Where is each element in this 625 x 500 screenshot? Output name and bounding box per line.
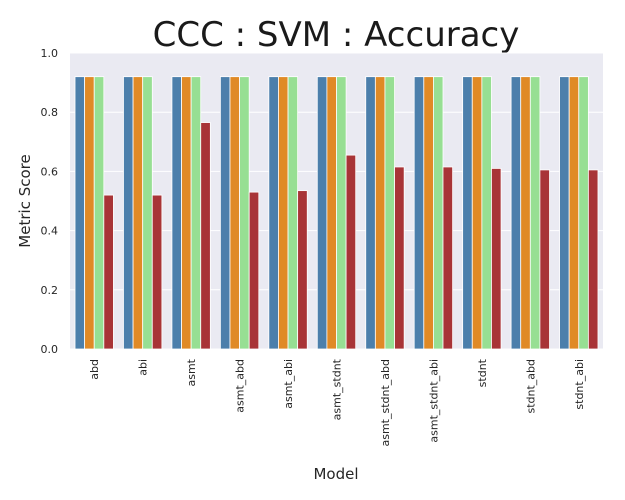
bar-stdnt-series-3	[481, 76, 492, 350]
bar-asmt_abi-series-2	[278, 76, 289, 350]
bar-asmt_stdnt_abi-series-4	[442, 166, 454, 350]
bar-stdnt_abi-series-3	[578, 76, 589, 350]
bar-asmt_stdnt_abd-series-3	[384, 76, 395, 350]
bar-asmt_stdnt_abd-series-2	[374, 76, 386, 350]
bar-asmt-series-2	[181, 76, 192, 350]
x-tick-label: asmt_abd	[234, 359, 247, 413]
bar-asmt-series-3	[190, 76, 202, 350]
bar-abi-series-1	[123, 76, 134, 350]
x-axis-ticks: abd abi asmt asmt_abd asmt_abi asmt_stdnt asmt…	[88, 358, 586, 446]
x-tick-label: asmt_stdnt	[331, 358, 344, 420]
bar-stdnt-series-1	[462, 76, 473, 350]
bar-abd-series-1	[74, 76, 86, 350]
bar-stdnt-series-4	[491, 168, 502, 350]
bar-asmt_stdnt_abi-series-2	[423, 76, 434, 350]
x-tick-label: stdnt	[476, 358, 489, 387]
y-tick-label: 1.0	[41, 47, 59, 60]
bar-asmt_abi-series-3	[287, 76, 299, 350]
bar-stdnt_abd-series-4	[539, 169, 550, 350]
x-tick-label: abi	[137, 359, 150, 376]
bar-asmt_abd-series-4	[248, 191, 260, 350]
bar-asmt_stdnt_abi-series-3	[433, 76, 444, 350]
bar-asmt_stdnt-series-4	[345, 154, 357, 350]
y-tick-label: 0.4	[41, 225, 59, 238]
bar-asmt_stdnt_abi-series-1	[413, 76, 425, 350]
x-tick-label: asmt_stdnt_abd	[379, 359, 392, 447]
x-tick-label: asmt	[185, 358, 198, 386]
chart-title: CCC : SVM : Accuracy	[153, 15, 520, 55]
bar-asmt_stdnt_abd-series-4	[394, 166, 405, 350]
bar-asmt_abi-series-4	[297, 190, 308, 350]
bar-asmt_stdnt_abd-series-1	[365, 76, 376, 350]
y-tick-label: 0.8	[41, 106, 59, 119]
x-axis-label: Model	[313, 465, 358, 483]
y-axis-label: Metric Score	[16, 154, 34, 247]
bar-abd-series-3	[93, 76, 105, 350]
y-tick-label: 0.2	[41, 284, 59, 297]
bar-asmt_abi-series-1	[268, 76, 279, 350]
x-tick-label: asmt_stdnt_abi	[427, 359, 440, 443]
bar-asmt-series-1	[171, 76, 182, 350]
bar-abi-series-3	[142, 76, 153, 350]
bar-abi-series-2	[132, 76, 144, 350]
x-tick-label: abd	[88, 359, 101, 380]
bars	[74, 76, 599, 350]
bar-stdnt-series-2	[471, 76, 483, 350]
bar-asmt_abd-series-1	[219, 76, 231, 350]
bar-stdnt_abd-series-3	[529, 76, 541, 350]
bar-asmt_abd-series-2	[229, 76, 240, 350]
y-tick-label: 0.6	[41, 165, 59, 178]
bar-stdnt_abi-series-2	[568, 76, 580, 350]
bar-stdnt_abd-series-1	[510, 76, 522, 350]
bar-asmt_stdnt-series-2	[326, 76, 337, 350]
y-tick-label: 0.0	[41, 343, 59, 356]
bar-stdnt_abi-series-4	[587, 169, 599, 350]
bar-abd-series-4	[103, 194, 114, 350]
y-axis-ticks: 0.0 0.2 0.4 0.6 0.8 1.0	[41, 47, 59, 356]
bar-abd-series-2	[84, 76, 95, 350]
bar-asmt_stdnt-series-1	[316, 76, 328, 350]
x-tick-label: stdnt_abd	[524, 359, 537, 414]
x-tick-label: asmt_abi	[282, 359, 295, 409]
x-tick-label: stdnt_abi	[573, 359, 586, 410]
bar-stdnt_abi-series-1	[559, 76, 570, 350]
bar-stdnt_abd-series-2	[520, 76, 531, 350]
bar-abi-series-4	[151, 194, 163, 350]
bar-asmt_abd-series-3	[239, 76, 250, 350]
bar-asmt-series-4	[200, 122, 211, 350]
bar-asmt_stdnt-series-3	[336, 76, 347, 350]
